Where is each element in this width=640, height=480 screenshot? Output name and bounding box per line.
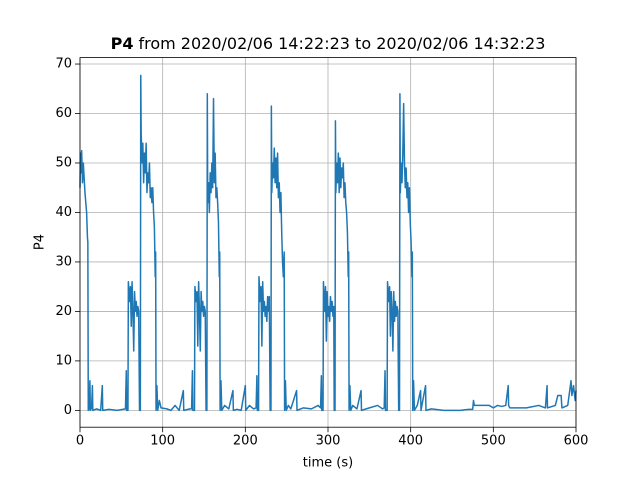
x-axis-label: time (s): [303, 456, 353, 471]
x-tick-label: 100: [150, 434, 175, 449]
x-tick-label: 300: [316, 434, 341, 449]
x-tick-label: 500: [481, 434, 506, 449]
plot-frame: [79, 57, 577, 428]
y-tick-label: 0: [64, 403, 72, 418]
y-tick-label: 70: [55, 57, 72, 72]
x-tick-label: 0: [76, 434, 84, 449]
y-axis-label: P4: [33, 234, 48, 250]
x-tick-label: 200: [233, 434, 258, 449]
y-tick-label: 60: [55, 106, 72, 121]
title-rest: from 2020/02/06 14:22:23 to 2020/02/06 1…: [138, 34, 545, 53]
y-tick-label: 50: [55, 155, 72, 170]
chart-title: P4 from 2020/02/06 14:22:23 to 2020/02/06…: [111, 34, 546, 53]
x-tick-label: 600: [564, 434, 589, 449]
data-line: [79, 74, 577, 412]
y-tick-label: 10: [55, 353, 72, 368]
y-tick-label: 40: [55, 205, 72, 220]
y-tick-label: 20: [55, 304, 72, 319]
title-bold: P4: [111, 34, 134, 53]
x-tick-label: 400: [398, 434, 423, 449]
y-tick-label: 30: [55, 254, 72, 269]
